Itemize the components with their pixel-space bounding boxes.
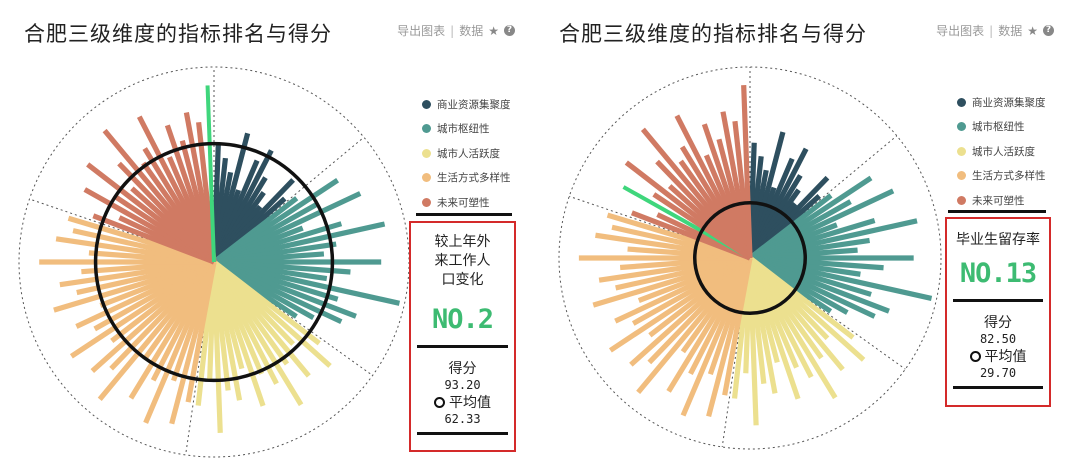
legend-item[interactable]: 城市枢纽性 — [422, 117, 511, 142]
export-chart-link[interactable]: 导出图表 — [936, 24, 985, 38]
star-icon[interactable]: ★ — [488, 23, 499, 38]
toolbar: 导出图表 | 数据 ★ ? — [936, 22, 1054, 39]
average-label: 平均值 — [984, 349, 1027, 365]
average-ring — [93, 141, 335, 383]
legend-label: 生活方式多样性 — [972, 170, 1046, 183]
legend-divider — [948, 210, 1046, 213]
box-divider — [417, 432, 508, 435]
chart-legend: 商业资源集聚度 城市枢纽性 城市人活跃度 生活方式多样性 未来可塑性 — [422, 92, 511, 215]
data-link[interactable]: 数据 — [998, 24, 1023, 38]
legend-label: 城市人活跃度 — [972, 145, 1035, 158]
score-value: 82.50 — [979, 332, 1017, 346]
average-ring-icon — [434, 396, 445, 408]
toolbar: 导出图表 | 数据 ★ ? — [397, 22, 515, 39]
legend-dot-icon — [957, 122, 966, 132]
box-divider — [953, 386, 1043, 389]
bar[interactable] — [741, 85, 753, 259]
info-box: 较上年外来工作人口变化 NO.2 得分 93.20 平均值 62.33 — [409, 221, 516, 452]
legend-label: 城市枢纽性 — [437, 123, 490, 136]
legend-dot-icon — [422, 99, 431, 109]
chart-panel-right: 合肥三级维度的指标排名与得分 导出图表 | 数据 ★ ? 商业资源集聚度 城市枢… — [539, 0, 1078, 466]
toolbar-separator: | — [450, 23, 455, 38]
chart-panel-left: 合肥三级维度的指标排名与得分 导出图表 | 数据 ★ ? 商业资源集聚度 城市枢… — [18, 22, 516, 458]
toolbar-separator: | — [989, 23, 994, 38]
legend-label: 城市人活跃度 — [437, 147, 500, 160]
legend-label: 生活方式多样性 — [437, 172, 511, 185]
highlighted-bar[interactable] — [205, 85, 216, 263]
legend-dot-icon — [422, 197, 431, 207]
legend-item[interactable]: 生活方式多样性 — [422, 166, 511, 191]
legend-dot-icon — [957, 195, 966, 205]
score-label: 得分 — [448, 361, 477, 377]
data-link[interactable]: 数据 — [459, 24, 484, 38]
legend-label: 商业资源集聚度 — [972, 96, 1046, 109]
legend-dot-icon — [957, 171, 966, 181]
average-value: 29.70 — [979, 366, 1017, 380]
legend-item[interactable]: 未来可塑性 — [422, 190, 511, 215]
legend-divider — [416, 213, 512, 216]
metric-name: 较上年外来工作人口变化 — [434, 234, 491, 288]
legend-label: 未来可塑性 — [437, 196, 490, 209]
radial-bar-chart — [558, 66, 942, 450]
chart-legend: 商业资源集聚度 城市枢纽性 城市人活跃度 生活方式多样性 未来可塑性 — [957, 90, 1046, 213]
rank-value: NO.2 — [431, 304, 494, 335]
average-row: 平均值 — [947, 346, 1049, 366]
metric-name: 毕业生留存率 — [956, 232, 1040, 248]
average-value: 62.33 — [444, 412, 481, 426]
score-value: 93.20 — [444, 378, 481, 392]
legend-dot-icon — [957, 97, 966, 107]
legend-dot-icon — [422, 124, 431, 134]
legend-item[interactable]: 商业资源集聚度 — [957, 90, 1046, 115]
score-label: 得分 — [984, 315, 1012, 331]
legend-item[interactable]: 生活方式多样性 — [957, 164, 1046, 189]
outer-ring — [558, 66, 942, 450]
average-ring-icon — [969, 350, 981, 362]
chart-title: 合肥三级维度的指标排名与得分 — [559, 22, 867, 46]
box-divider — [417, 345, 508, 348]
legend-item[interactable]: 未来可塑性 — [957, 188, 1046, 213]
legend-item[interactable]: 城市人活跃度 — [422, 141, 511, 166]
info-box: 毕业生留存率 NO.13 得分 82.50 平均值 29.70 — [945, 217, 1051, 407]
help-icon[interactable]: ? — [1043, 25, 1054, 36]
legend-dot-icon — [422, 148, 431, 158]
export-chart-link[interactable]: 导出图表 — [397, 24, 446, 38]
rank-value: NO.13 — [959, 258, 1037, 289]
average-row: 平均值 — [411, 392, 514, 412]
box-divider — [953, 299, 1043, 302]
legend-item[interactable]: 商业资源集聚度 — [422, 92, 511, 117]
help-icon[interactable]: ? — [504, 25, 515, 36]
legend-item[interactable]: 城市人活跃度 — [957, 139, 1046, 164]
chart-title: 合肥三级维度的指标排名与得分 — [24, 22, 332, 46]
legend-label: 商业资源集聚度 — [437, 98, 511, 111]
radial-bar-chart — [18, 66, 410, 458]
legend-dot-icon — [422, 173, 431, 183]
star-icon[interactable]: ★ — [1027, 23, 1038, 38]
legend-dot-icon — [957, 146, 966, 156]
legend-item[interactable]: 城市枢纽性 — [957, 115, 1046, 140]
legend-label: 未来可塑性 — [972, 194, 1025, 207]
average-ring — [693, 201, 807, 315]
average-label: 平均值 — [449, 395, 491, 411]
legend-label: 城市枢纽性 — [972, 121, 1025, 134]
